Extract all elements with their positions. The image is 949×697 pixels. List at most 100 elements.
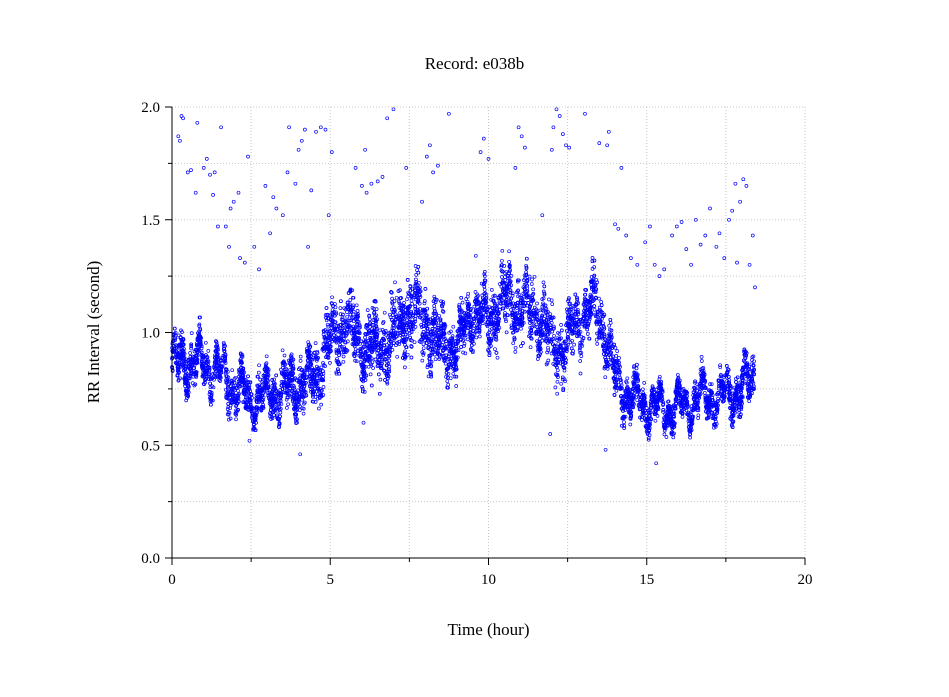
data-point [328, 361, 332, 365]
data-point [264, 369, 268, 374]
data-point [339, 350, 344, 355]
data-point [289, 352, 294, 357]
data-point [650, 384, 655, 389]
data-point [292, 396, 297, 401]
data-point [646, 437, 651, 442]
data-point [736, 414, 741, 419]
data-point [752, 359, 756, 364]
data-point [425, 365, 430, 369]
data-point [296, 400, 301, 405]
data-point [397, 342, 402, 346]
data-point [413, 319, 418, 324]
data-point [222, 349, 226, 353]
data-point [338, 312, 343, 316]
data-point [500, 258, 504, 263]
data-point [443, 361, 448, 366]
data-point [606, 334, 611, 338]
data-point [579, 350, 584, 355]
data-point [326, 312, 330, 317]
data-point [386, 335, 391, 340]
data-point [594, 337, 599, 342]
data-point [693, 380, 697, 385]
data-point [268, 411, 272, 416]
data-point [589, 275, 594, 279]
data-point [308, 363, 313, 367]
data-point [592, 307, 597, 312]
data-point [333, 331, 338, 335]
data-point [259, 404, 264, 409]
data-point [458, 313, 462, 318]
data-point [409, 298, 414, 303]
data-point [335, 356, 339, 361]
data-point [281, 363, 285, 367]
data-point [308, 361, 313, 366]
data-point [242, 391, 246, 396]
data-point [541, 280, 546, 285]
data-point [188, 355, 193, 359]
data-point [703, 400, 708, 405]
data-point [474, 335, 479, 340]
data-point [522, 273, 527, 278]
data-point [590, 267, 595, 271]
data-point [486, 322, 491, 327]
data-point [374, 320, 378, 325]
data-point [236, 388, 240, 393]
data-point [587, 336, 592, 341]
data-point [597, 296, 601, 301]
data-point [345, 314, 350, 319]
data-point [468, 338, 473, 343]
data-point [311, 399, 316, 404]
data-point [336, 349, 341, 354]
data-point [535, 343, 540, 348]
data-point [545, 350, 550, 355]
data-point [230, 368, 235, 373]
data-point [392, 326, 396, 330]
data-point [375, 351, 380, 355]
data-point [270, 384, 275, 388]
data-point [368, 372, 373, 377]
data-point [426, 374, 431, 379]
data-point [437, 313, 441, 318]
data-point [367, 317, 372, 322]
data-point [327, 329, 331, 334]
data-point [691, 414, 695, 419]
data-point [680, 415, 685, 419]
data-point [662, 428, 667, 433]
data-point [481, 315, 486, 319]
data-point [622, 420, 626, 425]
data-point [461, 338, 465, 343]
data-point [188, 351, 192, 355]
data-point [509, 323, 514, 328]
data-point [282, 353, 287, 358]
data-point [266, 373, 271, 377]
data-point [677, 381, 682, 385]
data-point [279, 367, 283, 372]
data-point [553, 385, 558, 390]
data-point [557, 332, 562, 336]
data-point [412, 340, 417, 345]
data-point [321, 361, 325, 365]
data-point [295, 420, 299, 425]
data-point [563, 379, 567, 384]
data-point [234, 385, 238, 390]
data-point [441, 310, 446, 314]
data-point [461, 334, 465, 338]
data-point [445, 379, 450, 384]
grid-lines [172, 106, 806, 558]
data-point [739, 405, 744, 410]
data-point [173, 338, 177, 343]
data-point [403, 365, 407, 370]
data-point [187, 384, 191, 389]
data-point [396, 299, 401, 304]
data-point [465, 294, 470, 299]
data-point [402, 356, 407, 361]
data-point [513, 350, 518, 354]
data-point [330, 295, 334, 300]
data-point [567, 302, 572, 306]
data-point [503, 311, 507, 315]
data-point [679, 406, 684, 410]
data-point [278, 398, 283, 403]
data-point [387, 358, 391, 363]
data-point [250, 415, 254, 420]
data-point [451, 324, 456, 329]
